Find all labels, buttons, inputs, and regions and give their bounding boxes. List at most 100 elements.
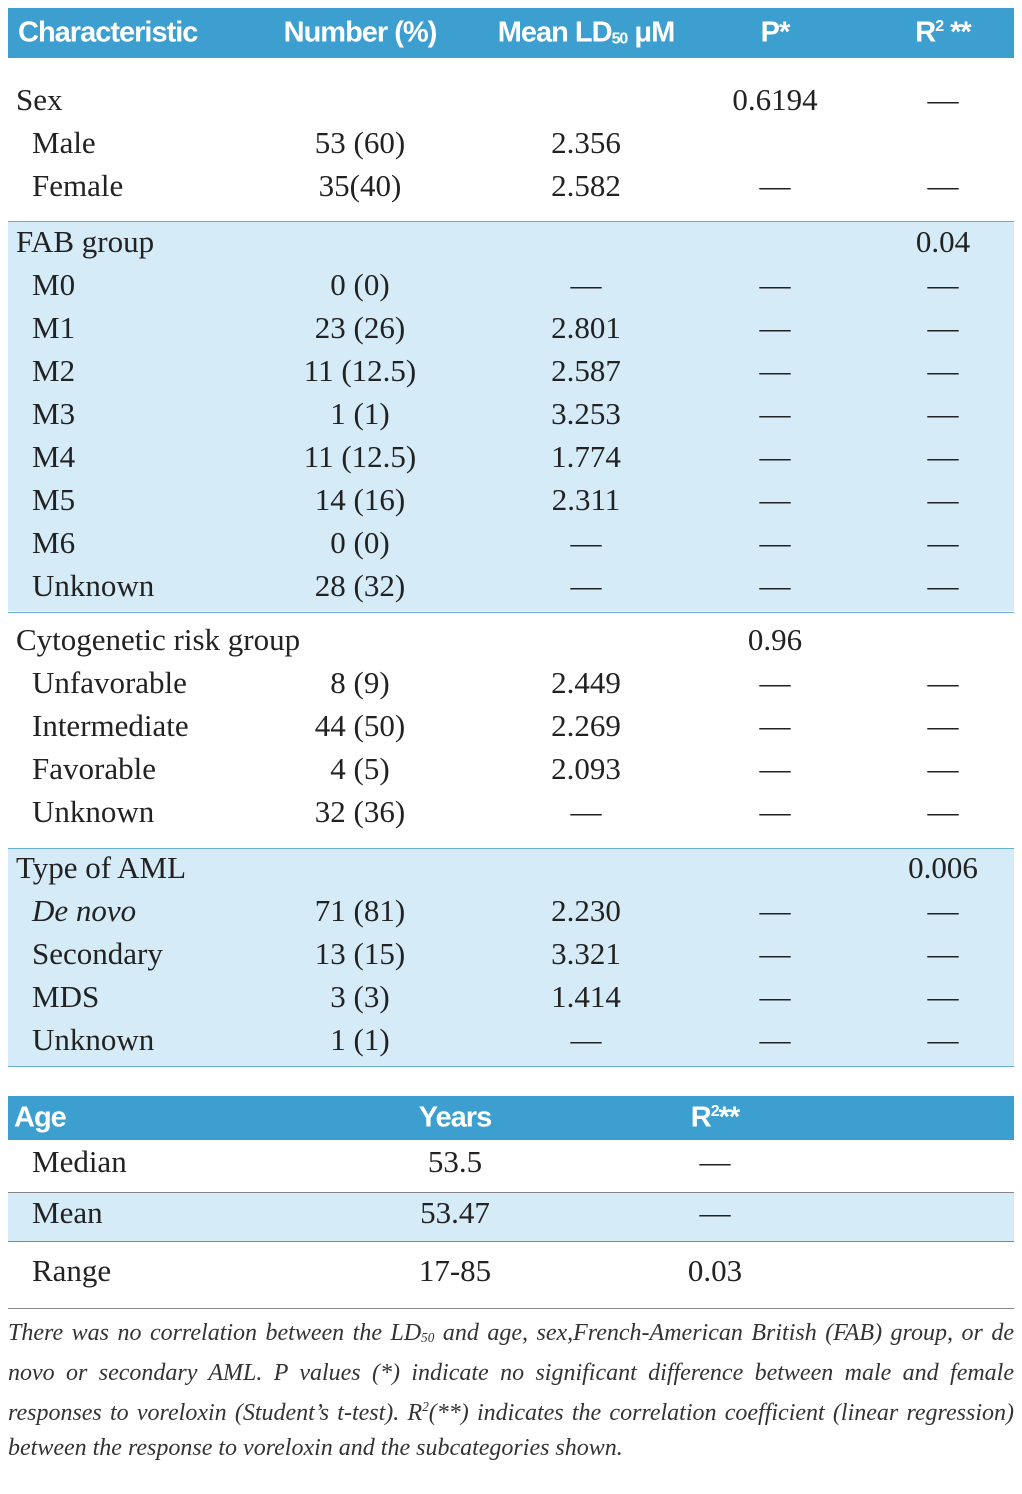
header-cell: Characteristic (18, 16, 198, 49)
table-rule (8, 1066, 1014, 1067)
cell: 0.04 (915, 224, 971, 259)
cell: — (699, 1144, 731, 1179)
header-part: ** (718, 1101, 741, 1134)
row-rule (8, 1308, 1014, 1309)
cell: 0.03 (687, 1253, 743, 1288)
cell: — (927, 665, 959, 700)
cell: — (759, 525, 791, 560)
cell: — (927, 936, 959, 971)
cell: — (927, 893, 959, 928)
row-label: M3 (32, 396, 76, 431)
cell: — (759, 353, 791, 388)
row-label: Range (32, 1253, 112, 1288)
row-label: M1 (32, 310, 76, 345)
row-label: Mean (32, 1195, 103, 1230)
cell: 2.801 (551, 310, 621, 345)
cell: — (699, 1195, 731, 1230)
row-label: M5 (32, 482, 76, 517)
cell: 0.6194 (732, 82, 818, 117)
row-bg (8, 1193, 1014, 1241)
cell: — (927, 794, 959, 829)
header-part: R (690, 1101, 712, 1134)
cell: — (927, 353, 959, 388)
cell: 0.96 (747, 622, 803, 657)
row-bg (8, 1140, 1014, 1192)
section-bg (8, 62, 1014, 220)
cell: 1.774 (551, 439, 621, 474)
section-rule (8, 612, 1014, 613)
row-label: Unknown (32, 568, 155, 603)
header-cell: Number (%) (283, 16, 438, 49)
cell: — (570, 1022, 602, 1057)
cell: — (759, 1022, 791, 1057)
cell: 2.587 (551, 353, 621, 388)
cell: 14 (16) (314, 482, 406, 517)
cell: — (759, 396, 791, 431)
cell: — (759, 708, 791, 743)
row-label: Median (32, 1144, 127, 1179)
group-label: Cytogenetic risk group (16, 622, 301, 657)
header-part: 50 (611, 30, 629, 48)
footnote-text: There was no correlation between the LD (8, 1320, 422, 1346)
group-label: Type of AML (16, 850, 187, 885)
header-part: μM (627, 16, 675, 49)
cell: 1 (1) (330, 1022, 390, 1057)
row-label: Intermediate (32, 708, 189, 743)
row-label: Unknown (32, 794, 155, 829)
cell: 4 (5) (330, 751, 390, 786)
footnote: There was no correlation between the LD5… (8, 1316, 1014, 1465)
cell: — (759, 439, 791, 474)
row-label: M2 (32, 353, 76, 388)
group-label: FAB group (16, 224, 155, 259)
footnote-sup: 2 (422, 1399, 429, 1414)
footnote-sub: 50 (421, 1330, 435, 1345)
row-label: Secondary (32, 936, 163, 971)
group-label: Sex (16, 82, 63, 117)
header-cell: R2** (690, 1101, 741, 1135)
footnote-text: (**) indicates the correlation coefficie… (8, 1400, 1014, 1461)
cell: — (927, 310, 959, 345)
row-rule (8, 1192, 1014, 1193)
cell: 13 (15) (314, 936, 406, 971)
age-header-bar (8, 1096, 1014, 1140)
cell: — (759, 267, 791, 302)
row-label: Unfavorable (32, 665, 187, 700)
cell: — (927, 525, 959, 560)
cell: 71 (81) (314, 893, 406, 928)
cell: — (927, 439, 959, 474)
cell: — (759, 168, 791, 203)
cell: 2.093 (551, 751, 621, 786)
cell: 11 (12.5) (303, 353, 417, 388)
row-rule (8, 1241, 1014, 1242)
cell: 3 (3) (330, 979, 390, 1014)
cell: 53 (60) (314, 125, 406, 160)
cell: 32 (36) (314, 794, 406, 829)
cell: 28 (32) (314, 568, 406, 603)
cell: 44 (50) (314, 708, 406, 743)
cell: — (927, 568, 959, 603)
cell: 23 (26) (314, 310, 406, 345)
row-label: Male (32, 125, 96, 160)
section-bg (8, 848, 1014, 1066)
row-label: Favorable (32, 751, 156, 786)
cell: 53.5 (427, 1144, 483, 1179)
cell: 1 (1) (330, 396, 390, 431)
header-part: 2 (710, 1102, 720, 1120)
section-rule (8, 221, 1014, 222)
section-bg (8, 221, 1014, 611)
cell: — (570, 568, 602, 603)
header-part: 2 (935, 17, 944, 35)
cell: 2.582 (551, 168, 621, 203)
row-label: M4 (32, 439, 76, 474)
cell: — (759, 893, 791, 928)
row-label: De novo (32, 893, 137, 928)
cell: — (570, 525, 602, 560)
row-label: Female (32, 168, 124, 203)
header-cell: Mean LD50 μM (497, 16, 676, 50)
cell: — (759, 751, 791, 786)
cell: 2.449 (551, 665, 621, 700)
header-cell: P* (760, 16, 791, 49)
cell: — (759, 979, 791, 1014)
header-part: Mean LD (497, 16, 613, 49)
cell: — (759, 794, 791, 829)
